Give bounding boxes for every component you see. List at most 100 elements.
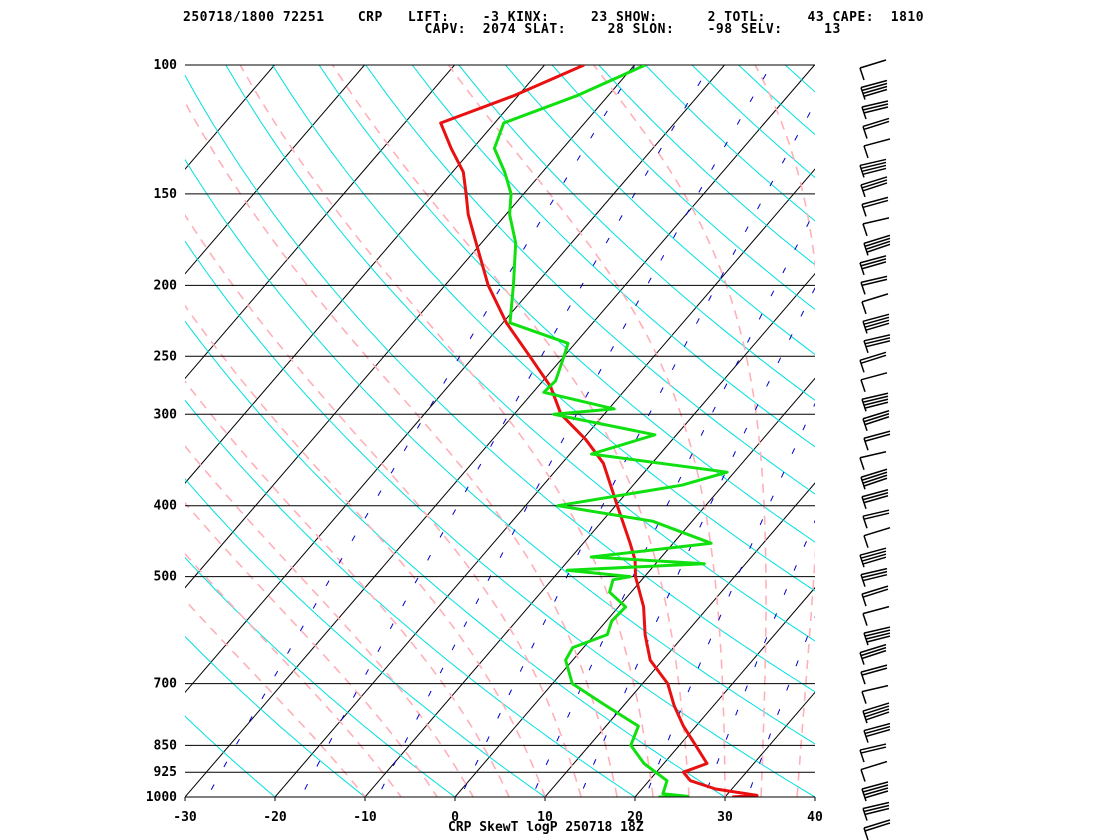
wind-barb-flag	[860, 567, 888, 576]
wind-barb-staff	[862, 126, 868, 139]
wind-barb-staff	[862, 515, 868, 529]
wind-barb-flag	[865, 322, 890, 332]
wind-barb-staff	[863, 827, 869, 840]
wind-barb-flag	[859, 743, 887, 751]
wind-barb-flag	[862, 509, 890, 517]
wind-barb-flag	[863, 138, 891, 147]
moist-adiabat-line	[185, 552, 403, 797]
wind-barb-flag	[862, 474, 888, 484]
wind-barb-flag	[864, 433, 891, 442]
moist-adiabat-line	[331, 65, 690, 797]
wind-barb-flag	[862, 801, 890, 810]
dry-adiabat-line	[185, 635, 366, 797]
isotherm-line	[814, 796, 815, 797]
temperature-tick-label: -20	[263, 810, 287, 825]
moist-adiabat-line	[447, 65, 726, 797]
wind-barb-flag	[860, 258, 887, 267]
wind-barb	[859, 255, 887, 276]
isotherm-line	[185, 65, 726, 694]
dry-adiabat-line	[185, 796, 186, 797]
wind-barb	[862, 509, 890, 529]
wind-barb	[863, 234, 891, 256]
wind-barb	[861, 781, 889, 802]
wind-barb-flag	[864, 822, 891, 832]
wind-barb-flag	[859, 643, 887, 654]
wind-barb-flag	[859, 351, 887, 362]
wind-barb-staff	[859, 749, 865, 763]
wind-barb	[860, 372, 888, 393]
wind-barb-flag	[863, 804, 890, 813]
wind-barb-flag	[864, 401, 889, 410]
wind-barb	[861, 100, 889, 120]
wind-barb-flag	[859, 547, 887, 556]
moist-adiabat-line	[185, 100, 618, 797]
wind-barb-flag	[862, 410, 890, 420]
wind-barb-flag	[861, 553, 887, 562]
wind-barb-staff	[861, 691, 867, 704]
wind-barb-staff	[862, 223, 868, 237]
wind-barb-flag	[861, 196, 889, 206]
wind-barb-flag	[862, 573, 888, 582]
wind-barb-flag	[860, 664, 888, 673]
wind-barb-flag	[861, 570, 888, 579]
dry-adiabat-line	[458, 65, 815, 401]
moist-adiabat-line	[185, 599, 367, 797]
wind-barb-flag	[863, 398, 889, 407]
moist-adiabat-line	[185, 213, 582, 797]
wind-barb-flag	[864, 790, 889, 799]
moist-adiabat-line	[185, 304, 546, 797]
wind-barb-flag	[863, 106, 889, 114]
dry-adiabat-line	[185, 320, 726, 797]
temperature-tick-label: 30	[717, 810, 733, 825]
mixing-ratio-line	[459, 102, 815, 797]
isotherm-line	[185, 65, 636, 589]
wind-barb-flag	[863, 316, 890, 326]
mixing-ratio-line	[531, 209, 815, 797]
wind-barb-flag	[863, 512, 890, 520]
wind-barb-flag	[859, 255, 887, 264]
wind-barb	[861, 196, 889, 217]
wind-barb-flag	[861, 261, 887, 270]
wind-barb-flag	[863, 494, 889, 504]
wind-barb-staff	[860, 282, 866, 295]
wind-barb-flag	[860, 161, 887, 170]
wind-barb	[862, 117, 890, 139]
wind-barb-flag	[859, 59, 887, 69]
dry-adiabat-line	[645, 65, 815, 222]
wind-barb	[862, 702, 890, 724]
dry-adiabat-line	[185, 74, 815, 693]
wind-barb-flag	[860, 468, 888, 478]
wind-barb	[863, 430, 891, 451]
header-line-1: 250718/1800 72251 CRP LIFT: -3 KINX: 23 …	[183, 10, 925, 25]
isotherm-line	[724, 691, 815, 797]
moist-adiabat-line	[239, 65, 654, 797]
wind-barb	[861, 392, 889, 412]
isotherm-line	[185, 65, 276, 170]
wind-barb-staff	[863, 145, 869, 159]
wind-barb-staff	[859, 457, 865, 470]
wind-barb-staff	[862, 613, 868, 626]
wind-barb-flag	[863, 88, 888, 98]
dry-adiabat-line	[691, 65, 815, 179]
wind-barb-flag	[861, 392, 889, 401]
dewpoint-trace	[492, 65, 729, 797]
mixing-ratio-line	[300, 65, 711, 797]
wind-barb-flag	[862, 588, 889, 598]
wind-barb-flag	[864, 319, 890, 329]
wind-barb-flag	[862, 167, 887, 176]
pressure-tick-label: 1000	[146, 790, 177, 805]
wind-barb-flag	[862, 491, 889, 501]
wind-barb	[860, 760, 888, 782]
isotherm-line	[185, 65, 456, 380]
dry-adiabat-line	[185, 556, 456, 797]
wind-barb	[860, 79, 888, 100]
wind-barb	[862, 801, 890, 821]
mixing-ratio-line	[703, 519, 815, 797]
wind-barb	[859, 451, 887, 470]
wind-barb-flag	[865, 340, 891, 348]
isotherm-line	[454, 377, 815, 797]
temperature-trace	[439, 65, 759, 797]
wind-barb-flag	[861, 488, 889, 498]
isotherm-line	[185, 65, 186, 66]
wind-barb-flag	[861, 667, 888, 676]
